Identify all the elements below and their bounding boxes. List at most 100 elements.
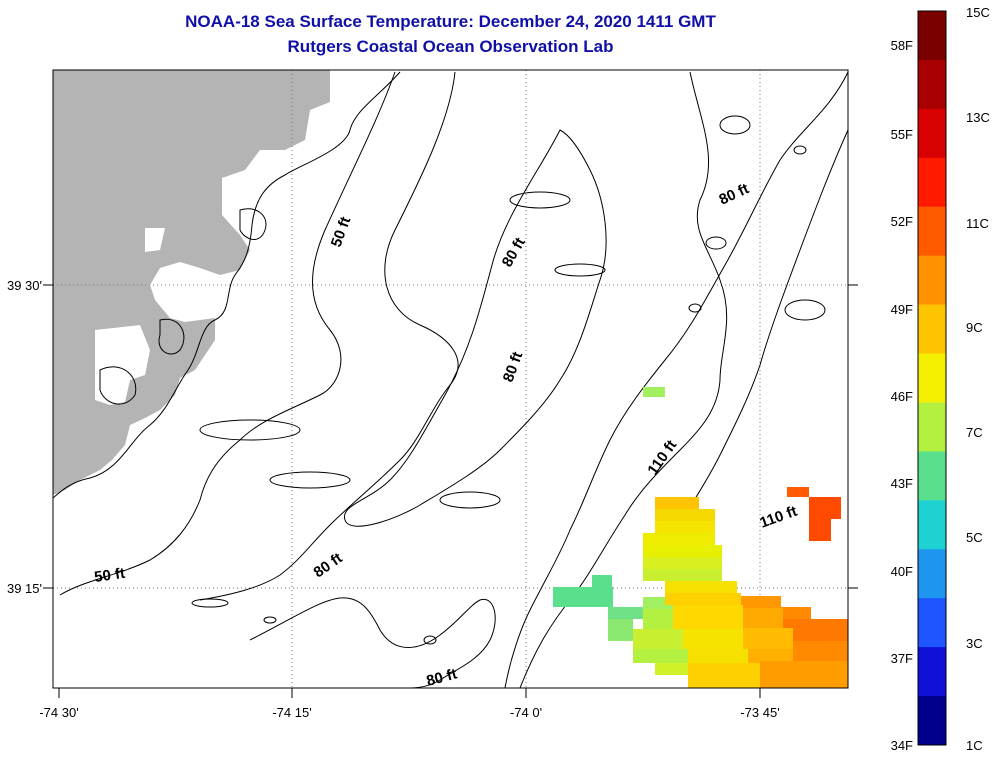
sst-pixel [553,587,613,607]
sst-pixel [633,649,688,663]
grid [53,70,848,688]
colorbar-segment [918,598,946,648]
land-island [145,228,165,252]
sst-pixel [665,593,741,605]
lon-label: -73 45' [740,705,779,720]
sst-pixel [643,609,673,629]
colorbar-segment [918,108,946,159]
colorbar-segment [918,402,946,452]
lon-label: -74 30' [39,705,78,720]
colorbar-gradient [918,11,946,746]
fahrenheit-label: 58F [891,38,913,53]
colorbar-segment [918,157,946,208]
sst-pixel [643,533,715,545]
sst-pixel [809,497,841,519]
lat-label: 39 15' [7,581,42,596]
sst-pixel [655,663,688,675]
lat-label: 39 30' [7,278,42,293]
fahrenheit-label: 43F [891,476,913,491]
contour-loop [439,491,501,509]
contour-loop [263,616,277,624]
axis-labels: -74 30' -74 15' -74 0' -73 45' 39 30' 39… [7,278,780,720]
map-subtitle: Rutgers Coastal Ocean Observation Lab [287,37,614,56]
celsius-label: 3C [966,636,983,651]
sst-pixel [673,605,743,629]
colorbar-segment [918,304,946,355]
contour-80ft-ridge [344,129,607,527]
fahrenheit-label: 49F [891,302,913,317]
colorbar-segment [918,647,946,697]
contour-50ft-offshore [59,71,396,596]
contour-80ft-inner [199,71,459,601]
colorbar-celsius-labels: 15C 13C 11C 9C 7C 5C 3C 1C [966,5,990,753]
sst-pixel [643,557,722,569]
celsius-label: 9C [966,320,983,335]
sst-pixel [655,521,715,533]
contour-50ft-coastal [52,71,401,499]
sst-pixel [783,619,848,641]
sst-pixel [643,545,722,557]
sst-pixel [793,641,848,661]
fahrenheit-label: 40F [891,564,913,579]
sst-pixel [633,629,683,649]
sst-pixel [787,487,809,497]
contour-loop [793,145,807,155]
sst-pixel [688,663,760,688]
sst-pixel [741,596,781,608]
colorbar-segment [918,451,946,501]
contour-loop [423,635,437,645]
colorbar: 15C 13C 11C 9C 7C 5C 3C 1C 58F 55F 52F 4… [891,5,990,753]
sst-pixel [781,607,811,619]
sst-pixel [743,628,793,649]
contour-loop [705,236,727,250]
contour-loop [509,191,571,209]
contour-loop [269,471,351,489]
sst-pixel [643,387,665,397]
sst-pixel [608,619,633,641]
sst-pixel [688,649,748,663]
lon-label: -74 0' [510,705,542,720]
colorbar-segment [918,255,946,306]
sst-pixels [553,387,848,688]
sst-pixel [592,575,612,587]
sst-pixel [655,497,699,509]
sst-pixel [683,629,743,649]
celsius-label: 13C [966,110,990,125]
contour-80ft-south [249,597,496,689]
axis-ticks [43,284,858,698]
map-frame [52,69,849,689]
fahrenheit-label: 52F [891,214,913,229]
celsius-label: 11C [966,216,989,231]
sst-pixel [655,509,715,521]
colorbar-frame [917,10,947,746]
contour-loop [191,598,229,608]
sst-pixel [809,519,831,541]
sst-pixel [743,608,783,628]
contour-inlet-detail [99,366,137,405]
colorbar-segment [918,206,946,257]
contour-loop [554,263,606,277]
contour-110ft-east [679,129,849,526]
contour-loop [719,115,751,135]
land-inlet [95,325,150,405]
colorbar-segment [918,549,946,599]
celsius-label: 7C [966,425,983,440]
lon-label: -74 15' [272,705,311,720]
fahrenheit-label: 55F [891,127,913,142]
celsius-label: 15C [966,5,990,20]
contour-110ft [504,71,849,689]
colorbar-segment [918,696,946,746]
map-title: NOAA-18 Sea Surface Temperature: Decembe… [185,12,716,31]
contour-label: 50 ft [93,565,126,586]
colorbar-segment [918,11,946,61]
fahrenheit-label: 37F [891,651,913,666]
sst-pixel [760,661,848,688]
colorbar-segment [918,59,946,110]
fahrenheit-label: 46F [891,389,913,404]
contour-inlet-detail [239,208,267,240]
colorbar-segment [918,353,946,403]
contour-loop [199,419,301,441]
colorbar-fahrenheit-labels: 58F 55F 52F 49F 46F 43F 40F 37F 34F [891,38,913,753]
colorbar-segment [918,500,946,550]
